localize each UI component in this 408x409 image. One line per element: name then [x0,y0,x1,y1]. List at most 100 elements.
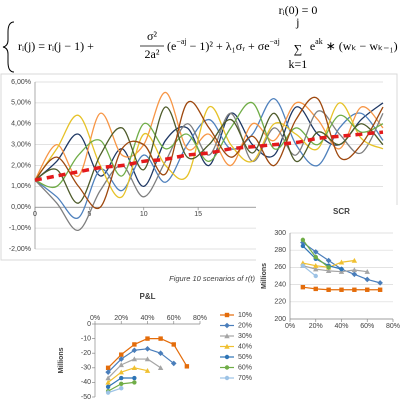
y-tick-label: 280 [274,247,286,254]
marker [119,381,124,387]
eq-term: e [310,39,315,53]
legend-marker [224,322,230,329]
series-line [34,130,384,182]
x-tick-label: 40% [140,315,154,322]
x-tick-label: 10 [140,211,148,218]
eq-sup: −aj [270,37,280,46]
series-line [107,348,175,373]
marker [351,267,358,273]
series-line [34,98,384,219]
series-line [302,265,317,277]
marker [377,287,383,292]
brace [2,21,15,73]
legend-marker [224,375,230,381]
marker [339,266,344,272]
equation-line1: rᵢ(0) = 0 [279,3,318,17]
marker [364,276,371,283]
marker [118,369,124,375]
legend-marker [224,365,230,370]
x-tick-label: 0 [33,211,37,218]
legend-label: 20% [238,322,252,329]
chart-title: SCR [333,207,350,216]
marker [132,380,137,385]
y-tick-label: 4,00% [11,121,31,128]
marker [119,375,124,381]
marker [300,237,306,243]
marker [326,287,331,292]
marker [132,342,137,347]
y-axis-label: Millions [261,263,268,289]
marker [352,287,357,292]
sum-top: j [295,15,299,29]
eq-sup: ak [315,37,323,46]
series-line [34,102,384,188]
y-tick-label: 0 [87,321,91,328]
marker [313,262,319,268]
eq-term: − 1)² + λ₁σᵣ + σe [187,39,270,53]
fraction-numerator: σ² [147,29,157,43]
y-tick-label: 6,00% [11,79,31,86]
eq-term: ∗ (wₖ − wₖ₋₁) [323,39,398,53]
marker [313,286,318,292]
y-tick-label: -1,00% [9,225,31,232]
marker [145,336,150,341]
marker [105,390,111,395]
y-tick-label: -10 [81,335,91,342]
marker [119,386,124,391]
marker [339,287,344,292]
y-tick-label: 300 [274,230,286,237]
legend-label: 60% [238,364,252,371]
marker [364,269,370,274]
y-tick-label: -50 [81,394,91,401]
legend-label: 50% [238,354,252,361]
marker [157,350,164,356]
series-line [107,387,122,394]
marker [118,356,125,362]
y-tick-label: -20 [81,350,91,357]
y-tick-label: 240 [274,281,286,288]
chart-title: P&L [140,292,156,301]
marker [313,273,318,279]
marker [105,384,111,389]
sum-sign: ∑ [294,42,303,56]
marker [144,368,151,373]
x-tick-label: 0% [90,315,100,322]
marker [144,346,151,352]
marker [365,287,370,292]
legend-marker [224,312,230,318]
x-tick-label: 20% [309,323,323,330]
fraction-denominator: 2a² [145,47,160,61]
marker [377,280,383,286]
y-tick-label: 0,00% [11,204,31,211]
x-tick-label: 60% [360,323,374,330]
y-tick-label: 2,00% [11,162,31,169]
marker [338,259,345,265]
equation-sum: j ∑ k=1 eak ∗ (wₖ − wₖ₋₁) [288,15,397,71]
marker [132,375,137,381]
x-tick-label: 20% [114,315,128,322]
legend-label: 10% [238,312,252,319]
x-tick-label: 80% [193,315,207,322]
legend-marker [224,343,230,349]
marker [118,362,124,368]
marker [313,254,318,260]
x-tick-label: 15 [194,211,202,218]
legend-label: 70% [238,375,252,382]
x-tick-label: 60% [167,315,181,322]
marker [131,347,138,354]
marker [105,369,111,375]
marker [351,257,358,263]
marker [170,360,177,367]
marker [300,239,306,246]
marker [184,364,190,369]
y-tick-label: 200 [274,316,286,323]
marker [300,243,306,249]
caption: Figure 10 scenarios of r(t) [169,274,255,283]
x-tick-label: 40% [334,323,348,330]
marker [144,356,151,362]
marker [300,284,306,290]
series-line [107,367,148,383]
legend-marker [224,333,230,339]
y-tick-label: 5,00% [11,100,31,107]
